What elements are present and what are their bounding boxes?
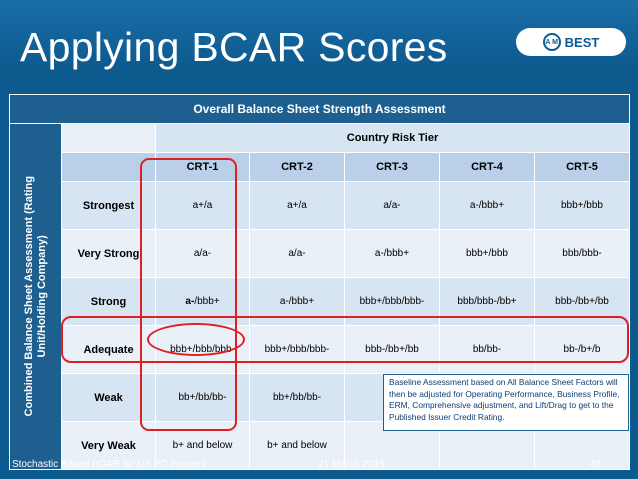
table-cell: b+ and below [249,421,345,470]
footer-title: Stochastic Based BCAR for US PC Insurers [12,459,207,470]
row-label-very-strong: Very Strong [61,229,156,278]
row-label-very-weak: Very Weak [61,421,156,470]
table-cell: bb/bb- [439,325,535,374]
overall-header: Overall Balance Sheet Strength Assessmen… [8,94,631,124]
table-cell: bbb/bbb- [533,229,631,278]
baseline-callout: Baseline Assessment based on All Balance… [383,374,629,431]
table-row: Very Strong a/a- a/a- a-/bbb+ bbb+/bbb b… [10,229,631,278]
table-cell: a-/bbb+ [249,277,345,326]
col-header-crt-4: CRT-4 [439,152,535,182]
row-label-weak: Weak [61,373,156,422]
row-label-adequate: Adequate [61,325,156,374]
table-cell: a-/bbb+ [344,229,440,278]
country-risk-header: Country Risk Tier [154,123,631,153]
table-cell: bb+/bb/bb- [155,373,250,422]
col-header-crt-2: CRT-2 [249,152,345,182]
side-label: Combined Balance Sheet Assessment (Ratin… [9,123,62,470]
am-best-brand: BEST [564,34,600,50]
am-best-logo: A M BEST [516,28,626,56]
col-header-crt-1: CRT-1 [155,152,250,182]
table-row: Strong a-/bbb+ a-/bbb+ bbb+/bbb/bbb- bbb… [10,277,631,326]
table-cell: a-/bbb+ [155,277,250,326]
bcar-matrix-panel: Overall Balance Sheet Strength Assessmen… [8,94,631,470]
table-cell: a+/a [249,181,345,230]
table-cell: bb+/bb/bb- [249,373,345,422]
am-best-seal-icon: A M [542,33,561,51]
page-number: 48 [590,459,602,470]
col-header-crt-3: CRT-3 [344,152,440,182]
table-cell: bbb+/bbb/bbb- [344,277,440,326]
table-cell: a+/a [155,181,250,230]
row-label-strong: Strong [61,277,156,326]
table-row: Adequate bbb+/bbb/bbb- bbb+/bbb/bbb- bbb… [10,325,631,374]
table-cell: bbb-/bb+/bb [533,277,631,326]
col-header-crt-5: CRT-5 [533,152,631,182]
table-cell: bbb+/bbb [439,229,535,278]
table-cell: bbb-/bb+/bb [344,325,440,374]
crt-corner [61,152,156,182]
table-cell: a/a- [155,229,250,278]
table-cell: a/a- [249,229,345,278]
table-cell: bbb+/bbb/bbb- [249,325,345,374]
table-cell: bb-/b+/b [533,325,631,374]
bcar-matrix-table: Overall Balance Sheet Strength Assessmen… [8,94,631,470]
side-label-line1: Combined Balance Sheet Assessment (Ratin… [22,176,35,417]
table-cell: bbb+/bbb/bbb- [155,325,250,374]
row-label-strongest: Strongest [61,181,156,230]
table-cell: bbb/bbb-/bb+ [439,277,535,326]
table-cell: a-/bbb+ [439,181,535,230]
cell-rest: /bbb+ [194,296,220,307]
side-label-line2: Unit/Holding Company) [35,235,48,358]
table-cell: a/a- [344,181,440,230]
table-row: Strongest a+/a a+/a a/a- a-/bbb+ bbb+/bb… [10,181,631,230]
footer-date: 21 March 2016 [318,459,385,470]
slide-title: Applying BCAR Scores [20,24,448,70]
cell-emphasis: a- [185,296,195,307]
table-cell: bbb+/bbb [533,181,631,230]
